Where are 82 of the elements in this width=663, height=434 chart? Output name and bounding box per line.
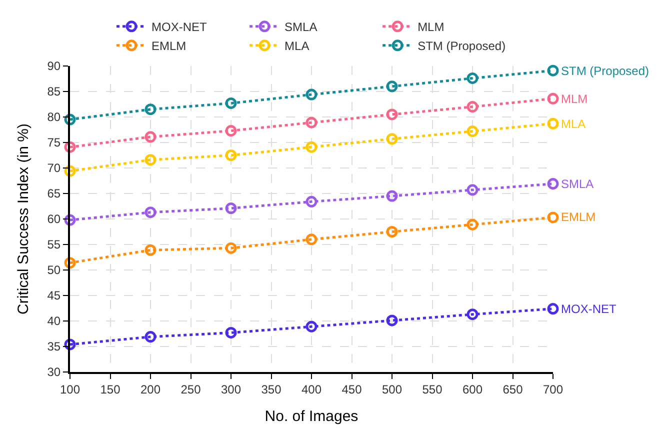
- y-tick-label: 55: [47, 238, 61, 252]
- point: [386, 133, 398, 145]
- legend-label: SMLA: [284, 20, 318, 34]
- y-tick-label: 70: [47, 161, 61, 176]
- x-axis-title: No. of Images: [264, 408, 358, 425]
- legend-label: MLA: [284, 39, 310, 54]
- legend-label: MOX-NET: [152, 20, 208, 34]
- point: [64, 338, 76, 350]
- point: [64, 257, 76, 269]
- point: [144, 331, 156, 343]
- point: [386, 226, 398, 238]
- point: [547, 64, 559, 76]
- point: [225, 242, 237, 254]
- y-tick-label: 85: [47, 84, 61, 99]
- point: [306, 320, 318, 332]
- point: [144, 206, 156, 218]
- point: [64, 165, 76, 177]
- y-tick-label: 80: [47, 110, 61, 124]
- y-tick-label: 90: [47, 59, 61, 74]
- point: [547, 212, 559, 224]
- point: [144, 154, 156, 166]
- y-tick-label: 35: [47, 340, 61, 354]
- point: [144, 104, 156, 116]
- text: MLA: [561, 117, 586, 131]
- point: [225, 326, 237, 338]
- x-tick-label: 150: [100, 382, 121, 396]
- x-tick-label: 700: [542, 382, 564, 396]
- point: [466, 72, 478, 84]
- point: [225, 97, 237, 109]
- x-tick-label: 600: [462, 382, 483, 396]
- x-tick-label: 650: [502, 382, 524, 396]
- point: [386, 190, 398, 202]
- text: SMLA: [561, 177, 594, 191]
- point: [64, 114, 76, 126]
- x-tick-label: 250: [180, 382, 202, 396]
- y-tick-label: 65: [47, 186, 61, 201]
- point: [466, 101, 478, 113]
- point: [306, 88, 318, 100]
- x-tick-label: 450: [342, 382, 362, 396]
- point: [306, 141, 318, 153]
- point: [386, 80, 398, 92]
- legend-label: STM (Proposed): [418, 39, 506, 54]
- legend-label: MLM: [418, 20, 444, 34]
- point: [466, 308, 478, 320]
- point: [64, 214, 76, 226]
- point: [225, 202, 237, 214]
- y-tick-label: 45: [47, 288, 61, 303]
- x-tick-label: 500: [382, 382, 402, 396]
- point: [306, 196, 318, 208]
- x-tick-label: 100: [60, 382, 80, 396]
- point: [225, 150, 237, 161]
- point: [144, 131, 156, 143]
- text: EMLM: [561, 210, 596, 224]
- y-tick-label: 30: [47, 365, 61, 380]
- x-tick-label: 200: [140, 382, 161, 396]
- point: [547, 178, 559, 190]
- point: [466, 218, 478, 230]
- point: [306, 116, 318, 128]
- y-tick-label: 50: [47, 263, 61, 278]
- point: [466, 126, 478, 138]
- text: MLM: [561, 92, 588, 106]
- point: [144, 244, 156, 256]
- text: STM (Proposed): [561, 64, 650, 78]
- x-tick-label: 350: [261, 382, 282, 396]
- x-tick-label: 400: [301, 382, 322, 396]
- point: [547, 303, 559, 315]
- y-tick-label: 40: [47, 314, 61, 328]
- text: MOX-NET: [561, 302, 616, 316]
- point: [386, 108, 398, 120]
- legend-label: EMLM: [152, 39, 186, 54]
- point: [225, 125, 237, 137]
- point: [547, 118, 559, 130]
- point: [466, 184, 478, 196]
- point: [547, 92, 559, 104]
- y-axis-title: Critical Success Index (in %): [14, 124, 32, 314]
- point: [306, 234, 318, 246]
- x-tick-label: 300: [220, 382, 242, 396]
- x-tick-label: 550: [422, 382, 443, 396]
- y-tick-label: 60: [47, 212, 61, 226]
- y-tick-label: 75: [47, 136, 61, 150]
- point: [386, 314, 398, 326]
- point: [64, 141, 76, 153]
